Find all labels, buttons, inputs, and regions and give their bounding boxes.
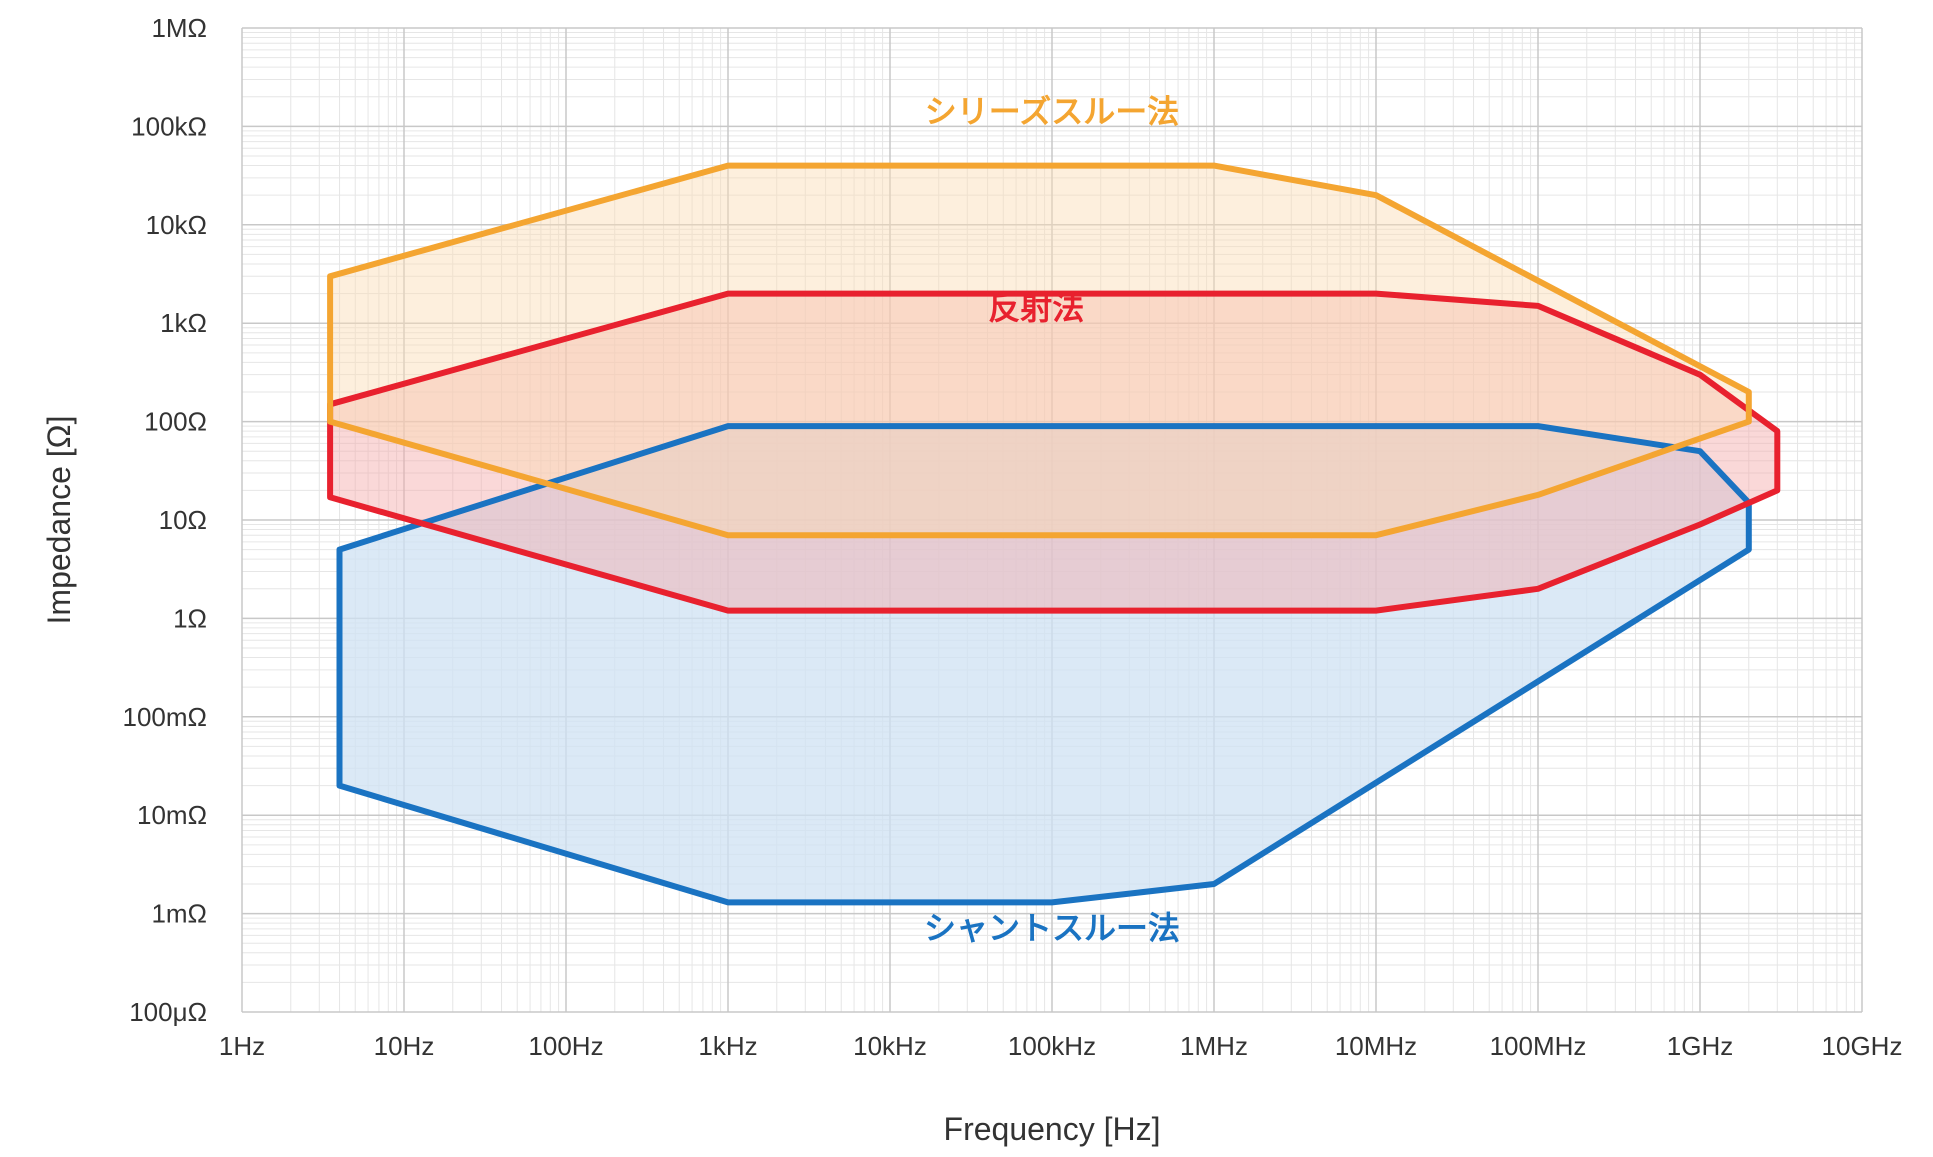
- y-tick-label: 100mΩ: [123, 702, 207, 732]
- y-axis-tick-labels: 1MΩ 100kΩ 10kΩ 1kΩ 100Ω 10Ω 1Ω 100mΩ 10mΩ 1mΩ 100μ…: [123, 13, 207, 1027]
- region-label-0: シャントスルー法: [924, 909, 1180, 947]
- region-outline-0: [336, 423, 1752, 906]
- y-tick-label: 1MΩ: [151, 13, 207, 43]
- y-tick-label: 1kΩ: [160, 308, 207, 338]
- region-labels: シャントスルー法 反射法 シリーズスルー法: [924, 92, 1180, 947]
- y-tick-label: 100Ω: [144, 407, 207, 437]
- region-outline-1: [327, 290, 1781, 614]
- x-tick-label: 1GHz: [1667, 1031, 1733, 1061]
- x-axis-tick-labels: 1Hz 10Hz 100Hz 1kHz 10kHz 100kHz 1MHz 10MHz 100M…: [219, 1031, 1903, 1061]
- x-tick-label: 10kHz: [853, 1031, 927, 1061]
- y-tick-label: 1Ω: [173, 603, 207, 633]
- x-axis-title: Frequency [Hz]: [944, 1111, 1161, 1147]
- region-outline-2: [327, 162, 1752, 539]
- x-tick-label: 100Hz: [528, 1031, 603, 1061]
- region-label-1: 反射法: [988, 289, 1084, 327]
- x-tick-label: 1Hz: [219, 1031, 265, 1061]
- y-tick-label: 10kΩ: [146, 210, 207, 240]
- y-tick-label: 1mΩ: [151, 899, 207, 929]
- y-axis-title: Impedance [Ω]: [41, 416, 77, 625]
- region-fill-1: [330, 293, 1778, 611]
- y-tick-label: 100μΩ: [129, 997, 207, 1027]
- y-tick-label: 10mΩ: [137, 800, 207, 830]
- x-tick-label: 100kHz: [1008, 1031, 1096, 1061]
- y-tick-label: 10Ω: [159, 505, 207, 535]
- region-fill-0: [339, 426, 1749, 903]
- x-tick-label: 10GHz: [1822, 1031, 1903, 1061]
- y-tick-label: 100kΩ: [131, 111, 207, 141]
- x-tick-label: 10Hz: [374, 1031, 435, 1061]
- x-tick-label: 100MHz: [1490, 1031, 1587, 1061]
- region-label-2: シリーズスルー法: [925, 92, 1179, 130]
- x-tick-label: 10MHz: [1335, 1031, 1417, 1061]
- measurement-regions: [327, 162, 1781, 906]
- x-tick-label: 1MHz: [1180, 1031, 1248, 1061]
- x-tick-label: 1kHz: [698, 1031, 757, 1061]
